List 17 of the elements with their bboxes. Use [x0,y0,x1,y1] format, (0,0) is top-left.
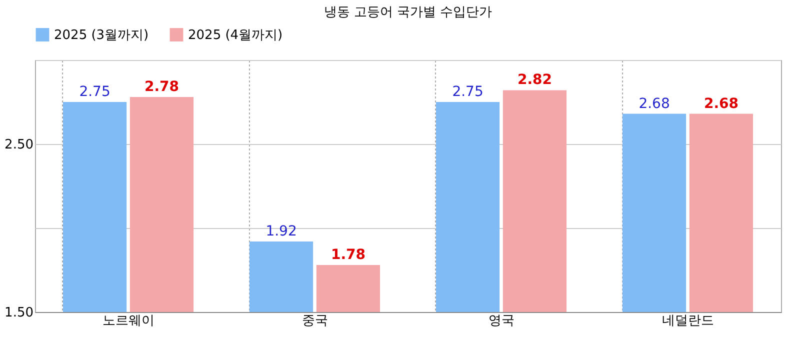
y-tick-label: 2.50 [4,138,34,152]
legend-label: 2025 (3월까지) [54,28,149,43]
data-label: 2.75 [452,84,484,100]
legend-label: 2025 (4월까지) [188,28,283,43]
x-tick-label: 영국 [488,314,514,328]
data-label: 2.75 [79,84,110,100]
data-label: 2.82 [517,72,552,88]
x-tick-label: 노르웨이 [102,314,154,328]
data-label: 2.68 [704,96,738,112]
x-tick-label: 중국 [302,314,328,328]
data-label: 2.68 [638,96,670,112]
y-tick-label: 1.50 [4,306,34,320]
data-label: 2.78 [144,78,179,95]
chart-title: 냉동 고등어 국가별 수입단가 [324,5,492,20]
data-label: 1.78 [330,246,366,263]
x-tick-label: 네덜란드 [662,314,714,328]
data-label: 1.92 [266,223,297,240]
